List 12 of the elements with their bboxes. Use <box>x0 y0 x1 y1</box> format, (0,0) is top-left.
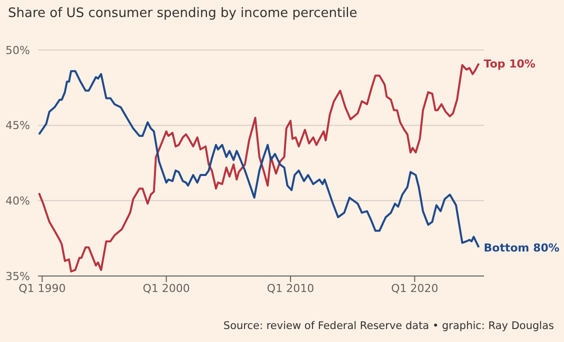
y-tick-label: 45% <box>6 119 30 132</box>
chart-title: Share of US consumer spending by income percentile <box>8 6 358 21</box>
x-tick-label: Q1 2000 <box>142 282 190 295</box>
x-tick-label: Q1 2020 <box>391 282 438 295</box>
series-label: Top 10% <box>484 58 536 71</box>
y-tick-label: 50% <box>6 44 30 57</box>
x-tick-label: Q1 2010 <box>266 282 314 295</box>
y-tick-label: 35% <box>6 270 30 283</box>
source-note: Source: review of Federal Reserve data • graphic: Ray Douglas <box>223 320 554 332</box>
x-tick-label: Q1 1990 <box>18 282 66 295</box>
y-tick-label: 40% <box>6 194 30 208</box>
series-label: Bottom 80% <box>484 241 560 254</box>
